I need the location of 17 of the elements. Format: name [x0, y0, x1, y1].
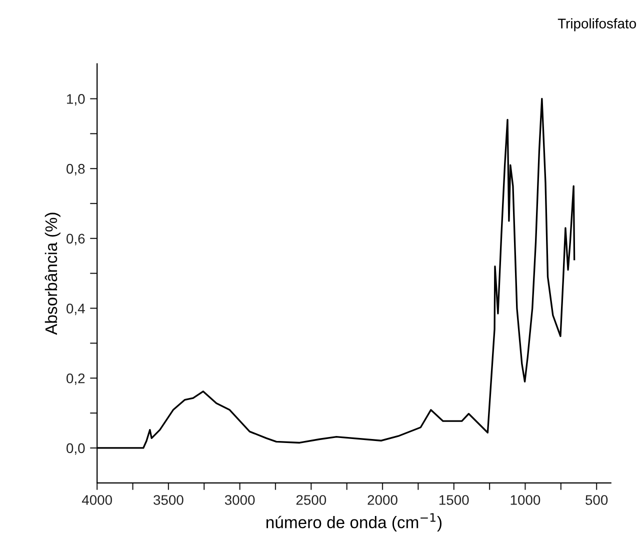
x-axis-title: número de onda (cm$^{−1}$) — [266, 513, 442, 532]
x-tick-label: 3000 — [224, 495, 255, 505]
y-tick-label: 1,0 — [67, 94, 85, 106]
x-tick-label: 2000 — [368, 495, 398, 505]
y-axis-title: Absorbância (%) — [44, 212, 60, 335]
y-tick-label: 0,8 — [66, 164, 85, 176]
x-tick-label: 4000 — [82, 495, 112, 505]
y-tick-label: 0,4 — [66, 304, 85, 316]
chart-title: Tripolifosfato — [558, 18, 636, 32]
y-tick-label: 0,2 — [66, 373, 85, 385]
x-tick-label: 1000 — [510, 495, 540, 505]
x-tick-label: 2500 — [296, 495, 326, 505]
x-tick-label: 500 — [586, 495, 608, 505]
x-tick-label: 3500 — [154, 495, 184, 505]
y-tick-label: 0,6 — [66, 234, 85, 246]
x-tick-label: 1500 — [439, 495, 469, 505]
y-tick-label: 0,0 — [66, 443, 85, 455]
